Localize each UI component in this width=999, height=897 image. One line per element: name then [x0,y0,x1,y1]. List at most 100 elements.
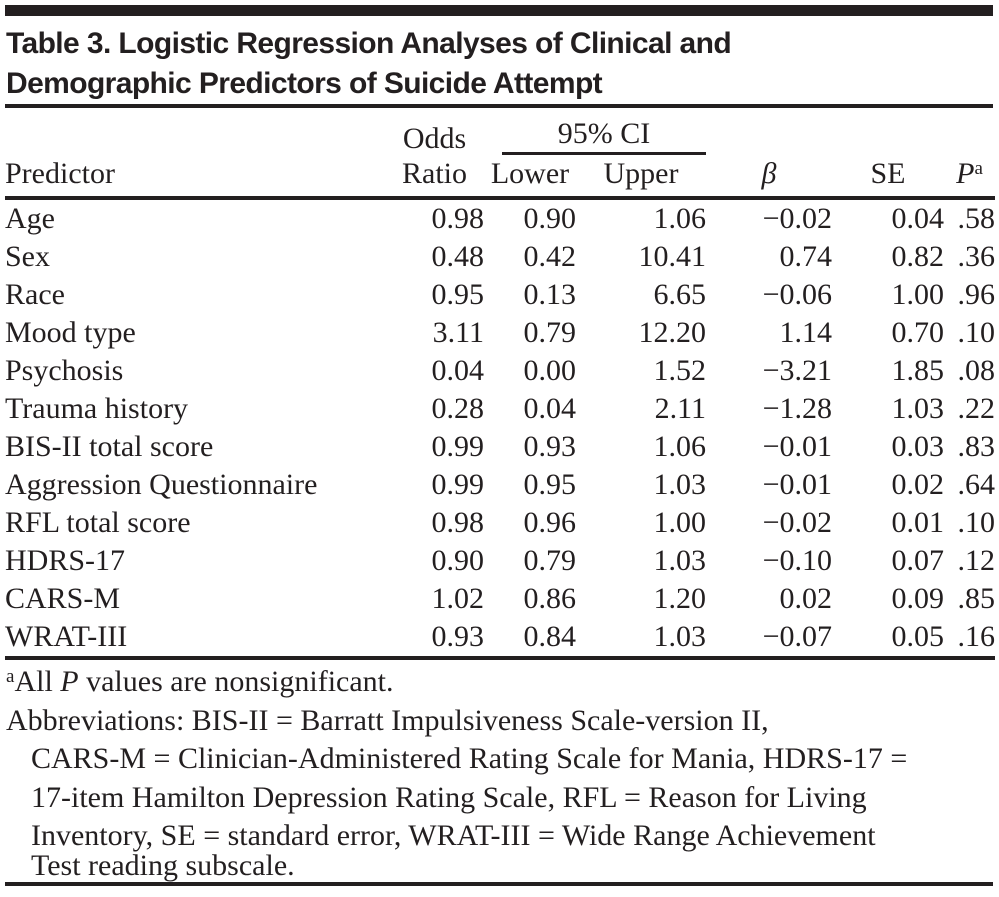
beta-cell: −0.01 [762,430,832,463]
footnote-a-text: values are nonsignificant. [78,665,394,698]
ci-upper-cell: 6.65 [653,278,707,311]
p-value-cell: .10 [957,316,996,349]
beta-cell: −0.02 [762,202,832,235]
footnote-a-italic-p: P [60,665,79,698]
p-value-cell: .22 [957,392,996,425]
ci-lower-cell: 0.13 [523,278,577,311]
column-header-se: SE [832,155,944,200]
se-cell: 1.85 [891,354,945,387]
predictor-cell: Aggression Questionnaire [5,468,318,501]
ci-lower-cell: 0.90 [523,202,577,235]
p-value-cell: .83 [957,430,996,463]
odds-ratio-cell: 1.02 [431,582,485,615]
predictor-cell: CARS-M [5,582,121,615]
predictor-cell: Race [5,278,65,311]
beta-cell: −0.02 [762,506,832,539]
header-spacer [706,118,832,155]
ci-group-label: 95% CI [502,118,706,155]
beta-cell: 0.02 [779,582,833,615]
table-body: Age 0.98 0.90 1.06 −0.02 0.04 .58 Sex 0.48 0.42 10… [5,198,995,658]
column-header-ratio-line2: Ratio [385,155,484,200]
predictor-cell: Age [5,202,55,235]
odds-ratio-cell: 0.48 [431,240,485,273]
p-value-cell: .16 [957,620,996,653]
abbreviation-line: Test reading subscale. [31,848,295,882]
table-row: WRAT-III 0.93 0.84 1.03 −0.07 0.05 .16 [5,618,995,658]
beta-cell: −1.28 [762,392,832,425]
table-title-line2: Demographic Predictors of Suicide Attemp… [6,67,603,100]
ci-lower-cell: 0.79 [523,316,577,349]
ci-upper-cell: 1.20 [653,582,707,615]
table-row: Aggression Questionnaire 0.99 0.95 1.03 −0.0… [5,466,995,504]
ci-upper-cell: 1.06 [653,202,707,235]
predictor-cell: BIS-II total score [5,430,214,463]
p-value-cell: .85 [957,582,996,615]
predictor-cell: HDRS-17 [5,544,126,577]
abbreviations-note: Abbreviations: BIS-II = Barratt Impulsiv… [6,702,994,886]
se-cell: 0.07 [891,544,945,577]
bottom-rule [5,882,993,886]
table-row: CARS-M 1.02 0.86 1.20 0.02 0.09 .85 [5,580,995,618]
table-header-row: Predictor Ratio Lower Upper β SE Pa [5,155,995,200]
se-cell: 0.09 [891,582,945,615]
beta-cell: −0.07 [762,620,832,653]
table-row: HDRS-17 0.90 0.79 1.03 −0.10 0.07 .12 [5,542,995,580]
ci-lower-cell: 0.42 [523,240,577,273]
column-header-predictor: Predictor [5,155,385,200]
se-cell: 0.02 [891,468,945,501]
regression-table: Odds 95% CI Predictor Ratio Lower Upper … [5,118,995,660]
abbreviation-line: 17-item Hamilton Depression Rating Scale… [31,780,867,814]
predictor-cell: WRAT-III [5,620,128,653]
table-row: RFL total score 0.98 0.96 1.00 −0.02 0.01 .10 [5,504,995,542]
ci-lower-cell: 0.00 [523,354,577,387]
footnote-a-text: All [14,665,61,698]
se-cell: 1.00 [891,278,945,311]
ci-lower-cell: 0.95 [523,468,577,501]
column-header-ci-lower: Lower [484,155,576,200]
p-footnote-marker: a [974,158,983,179]
p-label: P [956,157,975,190]
beta-cell: 1.14 [779,316,833,349]
odds-ratio-cell: 0.99 [431,468,485,501]
ci-upper-cell: 1.06 [653,430,707,463]
table-row: Age 0.98 0.90 1.06 −0.02 0.04 .58 [5,198,995,238]
predictor-cell: Mood type [5,316,136,349]
ci-upper-cell: 1.00 [653,506,707,539]
se-cell: 1.03 [891,392,945,425]
predictor-cell: Psychosis [5,354,124,387]
footnote-a: aAll P values are nonsignificant. [6,663,994,702]
table-row: Psychosis 0.04 0.00 1.52 −3.21 1.85 .08 [5,352,995,390]
odds-ratio-cell: 3.11 [432,316,484,349]
se-cell: 0.01 [891,506,945,539]
p-value-cell: .96 [957,278,996,311]
abbreviation-line: Abbreviations: BIS-II = Barratt Impulsiv… [6,703,769,737]
odds-ratio-cell: 0.98 [431,202,485,235]
ci-upper-cell: 10.41 [638,240,707,273]
table-header: Odds 95% CI Predictor Ratio Lower Upper … [5,118,995,200]
ci-lower-cell: 0.04 [523,392,577,425]
odds-ratio-cell: 0.28 [431,392,485,425]
table-footnotes: aAll P values are nonsignificant. Abbrev… [6,663,994,885]
table-row: Mood type 3.11 0.79 12.20 1.14 0.70 .10 [5,314,995,352]
column-header-p: Pa [944,155,995,200]
beta-cell: −0.10 [762,544,832,577]
table-header-row-group: Odds 95% CI [5,118,995,155]
title-separator-rule [5,104,993,108]
se-cell: 0.04 [891,202,945,235]
odds-ratio-cell: 0.90 [431,544,485,577]
ci-upper-cell: 2.11 [654,392,706,425]
ci-lower-cell: 0.79 [523,544,577,577]
header-spacer [944,118,995,155]
beta-cell: −0.01 [762,468,832,501]
ci-upper-cell: 12.20 [638,316,707,349]
table-title: Table 3. Logistic Regression Analyses of… [6,24,991,104]
predictor-cell: Sex [5,240,50,273]
column-header-odds-line1: Odds [402,122,467,155]
beta-cell: −0.06 [762,278,832,311]
beta-cell: −3.21 [762,354,832,387]
odds-ratio-cell: 0.04 [431,354,485,387]
top-thick-rule [5,5,993,16]
se-cell: 0.82 [891,240,945,273]
p-value-cell: .10 [957,506,996,539]
se-cell: 0.05 [891,620,945,653]
